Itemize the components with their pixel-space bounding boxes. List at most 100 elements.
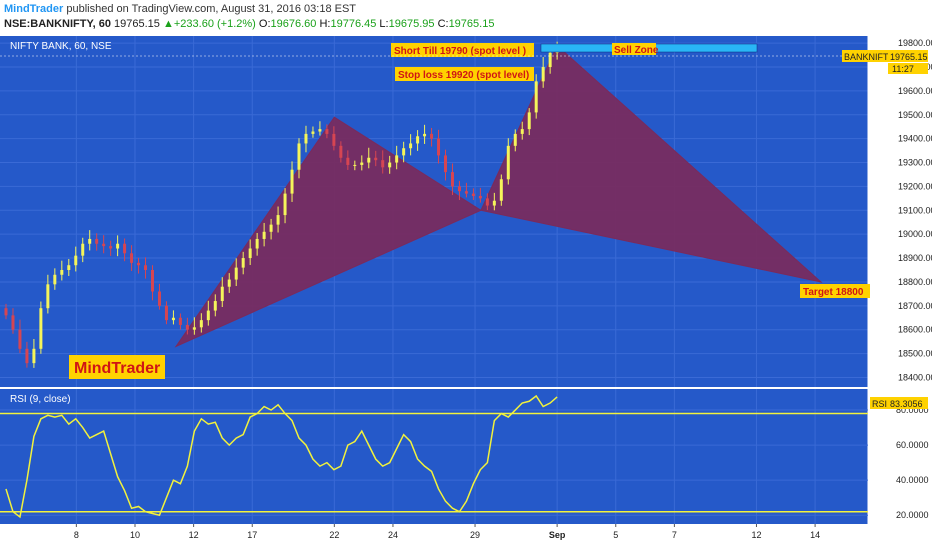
candle-up bbox=[116, 243, 120, 249]
close-value: 19765.15 bbox=[448, 18, 495, 30]
candle-down bbox=[109, 246, 113, 249]
rsi-axis[interactable]: 80.0000 60.0000 40.0000 20.0000 bbox=[868, 389, 932, 524]
price-pane-title: NIFTY BANK, 60, NSE bbox=[10, 41, 112, 52]
ohlc-line: NSE:BANKNIFTY, 60 19765.15 ▲+233.60 (+1.… bbox=[4, 18, 494, 30]
candle-up bbox=[297, 143, 301, 170]
price-tick-label: 19600.00 bbox=[898, 86, 932, 96]
candle-up bbox=[39, 308, 43, 349]
price-tick-label: 19800.00 bbox=[898, 38, 932, 48]
candle-up bbox=[402, 148, 406, 156]
time-tick-label: 7 bbox=[672, 530, 677, 540]
sell-zone-label: Sell Zone bbox=[614, 45, 659, 56]
time-tick-label: 12 bbox=[189, 530, 199, 540]
candle-up bbox=[88, 238, 92, 244]
candle-up bbox=[255, 238, 259, 249]
candle-down bbox=[478, 195, 482, 199]
candle-up bbox=[304, 133, 308, 144]
stop-label-bg bbox=[395, 67, 534, 81]
rsi-tag-value: 83.3056 bbox=[890, 399, 923, 409]
up-arrow-icon: ▲ bbox=[162, 18, 174, 30]
candle-up bbox=[32, 348, 36, 364]
candle-up bbox=[283, 193, 287, 216]
candle-up bbox=[499, 179, 503, 201]
candle-down bbox=[4, 308, 8, 316]
candle-up bbox=[423, 133, 427, 137]
high-label: H: bbox=[319, 18, 331, 30]
short-label: Short Till 19790 (spot level ) bbox=[394, 46, 526, 57]
pattern-triangle-xab bbox=[174, 116, 482, 348]
candle-up bbox=[234, 267, 238, 280]
candle-down bbox=[164, 305, 168, 321]
price-tag-value-bg bbox=[888, 50, 928, 62]
time-axis[interactable] bbox=[0, 524, 932, 550]
price-tick-label: 18500.00 bbox=[898, 349, 932, 359]
rsi-series-line bbox=[5, 394, 558, 519]
candle-up bbox=[220, 286, 224, 302]
candle-down bbox=[346, 157, 350, 165]
candle-up bbox=[67, 265, 71, 270]
rsi-line bbox=[5, 394, 558, 519]
open-label: O: bbox=[258, 18, 271, 30]
time-tick-label: 29 bbox=[470, 530, 480, 540]
candle-down bbox=[374, 157, 378, 161]
rsi-axis-bg bbox=[868, 389, 932, 524]
candle-up bbox=[74, 255, 78, 266]
candle-up bbox=[276, 215, 280, 225]
rsi-grid bbox=[0, 409, 868, 516]
candle-up bbox=[541, 67, 545, 82]
candle-down bbox=[185, 324, 189, 330]
candle-up bbox=[171, 317, 175, 321]
price-tick-label: 19000.00 bbox=[898, 229, 932, 239]
watermark-bg bbox=[69, 355, 165, 379]
candle-down bbox=[485, 198, 489, 206]
author-link[interactable]: MindTrader bbox=[4, 3, 64, 15]
candle-down bbox=[381, 160, 385, 168]
watermark-label: MindTrader bbox=[74, 360, 160, 377]
candle-up bbox=[409, 143, 413, 149]
candle-down bbox=[18, 329, 22, 349]
candle-down bbox=[157, 291, 161, 306]
time-tick-label: 17 bbox=[247, 530, 257, 540]
candle-down bbox=[137, 262, 141, 266]
candle-down bbox=[450, 172, 454, 187]
publish-header: MindTrader published on TradingView.com,… bbox=[0, 0, 932, 34]
candle-down bbox=[95, 238, 99, 244]
time-tick-label: 14 bbox=[810, 530, 820, 540]
candle-up bbox=[534, 81, 538, 113]
sell-zone-label-bg bbox=[612, 43, 656, 55]
pane-separator[interactable] bbox=[0, 387, 932, 389]
candle-up bbox=[367, 157, 371, 163]
candle-down bbox=[325, 129, 329, 134]
price-tick-label: 19500.00 bbox=[898, 110, 932, 120]
candle-up bbox=[353, 164, 357, 166]
rsi-tag-label-bg bbox=[870, 397, 888, 409]
chart-area[interactable]: 18400.00 18500.00 18600.00 18700.00 18800.00… bbox=[0, 34, 932, 550]
harmonic-pattern bbox=[174, 44, 823, 348]
candle-down bbox=[457, 186, 461, 192]
candle-up bbox=[60, 270, 64, 275]
time-tick-label: 5 bbox=[613, 530, 618, 540]
price-axis-bg bbox=[868, 36, 932, 387]
price-axis[interactable]: 18400.00 18500.00 18600.00 18700.00 18800.00… bbox=[867, 36, 932, 524]
candle-up bbox=[241, 258, 245, 268]
rsi-pane-title: RSI (9, close) bbox=[10, 394, 71, 405]
candle-up bbox=[318, 129, 322, 132]
price-tick-label: 18600.00 bbox=[898, 325, 932, 335]
candle-down bbox=[332, 133, 336, 146]
price-tick-label: 19100.00 bbox=[898, 205, 932, 215]
candle-up bbox=[416, 136, 420, 144]
candle-down bbox=[339, 145, 343, 158]
price-tick-label: 19200.00 bbox=[898, 181, 932, 191]
rsi-tag-value-bg bbox=[888, 397, 928, 409]
publish-line: MindTrader published on TradingView.com,… bbox=[4, 3, 356, 15]
candle-up bbox=[513, 133, 517, 146]
time-tick-label: 8 bbox=[74, 530, 79, 540]
candle-up bbox=[269, 224, 273, 232]
price-tag-symbol: BANKNIFTY bbox=[844, 52, 895, 62]
candle-up bbox=[290, 169, 294, 194]
candle-up bbox=[360, 162, 364, 165]
candle-up bbox=[248, 248, 252, 259]
change-value: +233.60 (+1.2%) bbox=[173, 18, 256, 30]
candle-up bbox=[527, 112, 531, 130]
candle-down bbox=[25, 348, 29, 364]
